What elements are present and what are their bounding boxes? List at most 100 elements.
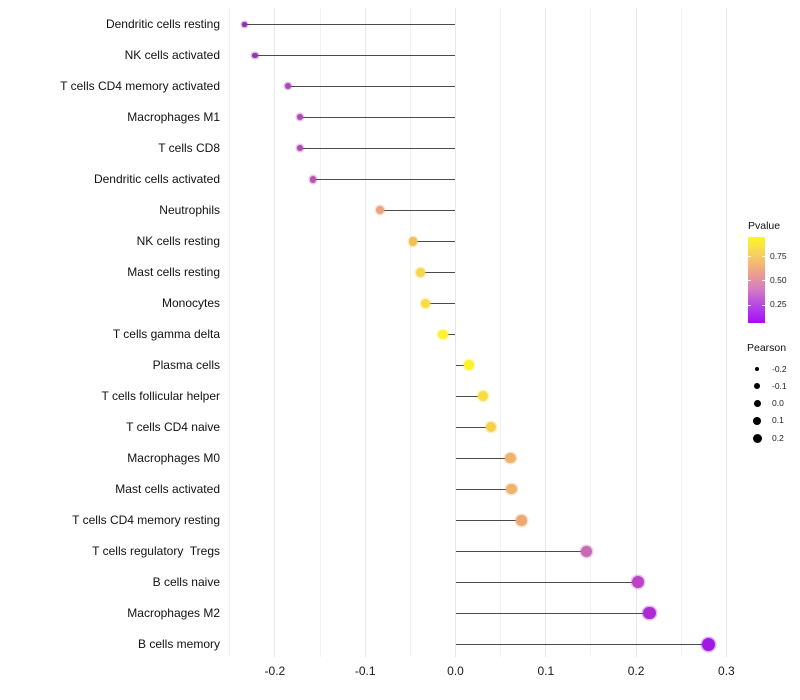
pvalue-legend-tick-label: 0.50 <box>770 274 787 285</box>
lollipop-stem <box>425 302 456 305</box>
pearson-legend-tick-label: -0.2 <box>772 363 787 374</box>
category-label: B cells memory <box>137 637 220 652</box>
lollipop-stem <box>455 550 587 553</box>
category-label: Macrophages M2 <box>127 606 220 621</box>
category-label: Macrophages M0 <box>127 451 220 466</box>
pvalue-bar-tick <box>762 256 765 258</box>
category-label: Macrophages M1 <box>127 110 220 125</box>
lollipop-dot <box>285 83 292 90</box>
pearson-legend-tick-label: 0.1 <box>772 415 784 426</box>
lollipop-stem <box>455 581 638 584</box>
lollipop-dot <box>408 236 418 246</box>
lollipop-stem <box>312 178 456 181</box>
category-label: T cells gamma delta <box>112 327 220 342</box>
category-label: T cells CD8 <box>158 141 220 156</box>
lollipop-dot <box>252 52 258 58</box>
lollipop-stem <box>255 54 456 57</box>
gridline-major <box>364 8 366 657</box>
lollipop-dot <box>477 391 488 402</box>
pvalue-legend-tick-label: 0.75 <box>770 250 787 261</box>
lollipop-stem <box>420 271 456 274</box>
category-label: Plasma cells <box>152 358 220 373</box>
pearson-legend-tick-label: -0.1 <box>772 380 787 391</box>
lollipop-stem <box>455 519 522 522</box>
lollipop-dot <box>516 515 527 526</box>
pvalue-bar-tick <box>762 304 765 306</box>
lollipop-dot <box>297 114 304 121</box>
pvalue-bar-tick <box>748 304 751 306</box>
category-label: Dendritic cells resting <box>105 17 220 32</box>
gridline-minor <box>409 8 411 657</box>
lollipop-stem <box>288 85 456 88</box>
gridline-major <box>545 8 547 657</box>
category-label: T cells CD4 memory activated <box>60 79 220 94</box>
x-axis-tick-label: 0.1 <box>537 664 555 678</box>
gridline-minor <box>590 8 592 657</box>
lollipop-dot <box>464 360 474 371</box>
lollipop-stem <box>455 488 512 491</box>
lollipop-dot <box>631 576 644 589</box>
pearson-legend-dot <box>753 416 761 425</box>
gridline-major <box>455 8 456 657</box>
pearson-legend-tick-label: 0.0 <box>772 398 784 409</box>
x-axis-tick-label: -0.1 <box>354 664 376 678</box>
lollipop-dot <box>421 298 431 308</box>
lollipop-stem <box>455 612 650 615</box>
category-label: T cells CD4 memory resting <box>72 513 220 528</box>
lollipop-dot <box>506 484 517 495</box>
gridline-major <box>635 8 637 657</box>
category-label: T cells CD4 naive <box>126 420 220 435</box>
lollipop-dot <box>375 206 384 215</box>
lollipop-dot <box>643 607 656 620</box>
lollipop-stem <box>379 209 456 212</box>
pearson-legend-dot <box>752 433 762 443</box>
lollipop-dot <box>580 545 593 558</box>
lollipop-stem <box>244 23 456 26</box>
lollipop-stem <box>300 116 456 119</box>
x-axis-tick-label: -0.2 <box>264 664 286 678</box>
lollipop-stem <box>455 395 483 398</box>
pvalue-bar-tick <box>748 280 751 282</box>
pearson-legend-dot <box>754 366 760 372</box>
lollipop-dot <box>415 267 425 277</box>
lollipop-stem <box>442 333 456 336</box>
category-label: Mast cells activated <box>115 482 220 497</box>
category-label: Neutrophils <box>159 203 220 218</box>
pvalue-bar-tick <box>762 280 765 282</box>
category-label: T cells regulatory Tregs <box>92 544 220 559</box>
lollipop-dot <box>309 176 317 183</box>
pearson-legend-tick-label: 0.2 <box>772 432 784 443</box>
gridline-major <box>725 8 727 657</box>
category-label: T cells follicular helper <box>101 389 221 404</box>
lollipop-dot <box>297 145 304 152</box>
lollipop-dot <box>505 453 516 464</box>
lollipop-stem <box>455 426 491 429</box>
x-axis-tick-label: 0.0 <box>447 664 464 678</box>
x-axis-tick-label: 0.2 <box>627 664 645 678</box>
pvalue-legend-tick-label: 0.25 <box>770 299 787 310</box>
lollipop-stem <box>455 457 511 460</box>
lollipop-stem <box>455 643 709 646</box>
lollipop-dot <box>485 422 496 433</box>
lollipop-stem <box>455 364 470 367</box>
lollipop-stem <box>300 147 456 150</box>
x-axis-tick-label: 0.3 <box>718 664 735 678</box>
category-label: Dendritic cells activated <box>93 172 220 187</box>
gridline-minor <box>229 8 231 657</box>
lollipop-dot <box>701 637 715 651</box>
gridline-minor <box>680 8 682 657</box>
pearson-legend-dot <box>753 400 761 408</box>
lollipop-dot <box>438 329 448 339</box>
gridline-minor <box>319 8 321 657</box>
category-label: B cells naive <box>152 575 220 590</box>
category-label: Mast cells resting <box>127 265 220 280</box>
category-label: NK cells activated <box>124 48 220 63</box>
gridline-minor <box>500 8 502 657</box>
pvalue-legend-title: Pvalue <box>748 220 781 232</box>
pearson-legend-title: Pearson <box>747 342 787 354</box>
gridline-major <box>274 8 276 657</box>
category-label: Monocytes <box>161 296 220 311</box>
pvalue-bar-tick <box>748 256 751 258</box>
lollipop-dot <box>241 21 247 27</box>
pearson-legend-dot <box>754 383 760 390</box>
